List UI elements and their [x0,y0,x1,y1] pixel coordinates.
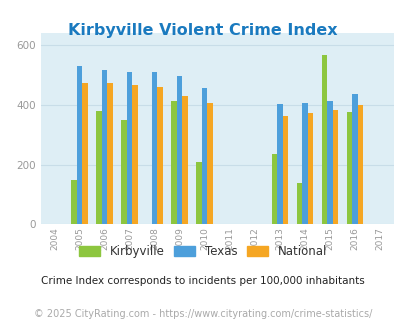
Bar [296,183,301,224]
Bar [171,101,177,224]
Bar [201,88,207,224]
Bar [357,105,362,224]
Bar [126,72,132,224]
Bar [307,113,312,224]
Bar [321,55,326,224]
Text: © 2025 CityRating.com - https://www.cityrating.com/crime-statistics/: © 2025 CityRating.com - https://www.city… [34,309,371,319]
Bar [132,85,137,224]
Bar [121,120,126,224]
Bar [332,111,337,224]
Bar [182,96,188,224]
Bar [151,72,157,224]
Bar [177,76,182,224]
Bar [102,70,107,224]
Bar [301,103,307,224]
Bar [207,103,213,224]
Bar [276,104,282,224]
Bar [96,111,102,224]
Legend: Kirbyville, Texas, National: Kirbyville, Texas, National [74,240,331,263]
Bar [271,154,276,224]
Bar [71,180,77,224]
Bar [107,83,113,224]
Bar [326,102,332,224]
Bar [157,87,162,224]
Text: Crime Index corresponds to incidents per 100,000 inhabitants: Crime Index corresponds to incidents per… [41,276,364,286]
Bar [77,66,82,224]
Bar [352,94,357,224]
Bar [346,112,352,224]
Bar [282,115,288,224]
Bar [82,83,87,224]
Bar [196,162,201,224]
Text: Kirbyville Violent Crime Index: Kirbyville Violent Crime Index [68,23,337,38]
